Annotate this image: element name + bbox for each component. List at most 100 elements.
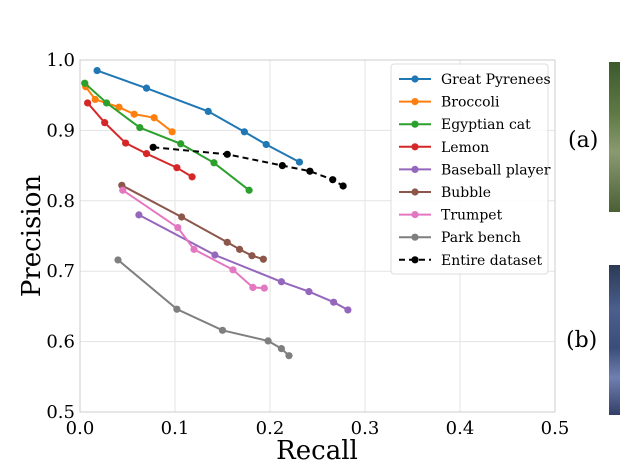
legend-label: Baseball player (441, 162, 551, 178)
data-point-trumpet (260, 284, 268, 292)
panel-label-a: (a) (568, 128, 599, 153)
data-point-lemon (173, 164, 181, 172)
y-axis-label: Precision (17, 175, 47, 297)
data-point-egyptian-cat (245, 186, 253, 194)
legend-swatch-marker (411, 165, 419, 173)
data-point-baseball-player (211, 251, 219, 259)
data-point-bubble (236, 245, 244, 253)
y-tick-label: 0.5 (46, 402, 75, 423)
thumbnail-image-b (609, 265, 620, 415)
y-tick-label: 0.7 (46, 261, 75, 282)
data-point-lemon (84, 99, 92, 107)
axis-ticks: 0.0 0.1 0.2 0.3 0.4 0.5 0.5 0.6 0.7 0.8 0.9 1.0 (46, 50, 569, 439)
data-point-egyptian-cat (136, 123, 144, 132)
data-point-egyptian-cat (103, 99, 111, 107)
legend-item-lemon: Lemon (399, 140, 489, 156)
legend-swatch-marker (411, 98, 419, 106)
data-point-baseball-player (330, 298, 338, 306)
y-tick-label: 0.8 (46, 191, 75, 212)
series-line-great-pyrenees (96, 69, 300, 163)
data-point-baseball-player (305, 288, 313, 296)
data-point-baseball-player (344, 306, 352, 314)
data-point-broccoli (168, 128, 176, 136)
legend-label: Park bench (441, 230, 521, 246)
data-point-baseball-player (277, 278, 285, 286)
series-bubble (118, 181, 267, 263)
data-point-trumpet (119, 186, 127, 194)
data-point-egyptian-cat (210, 159, 218, 167)
data-point-entire-dataset (329, 176, 337, 184)
legend-item-egyptian-cat: Egyptian cat (399, 117, 531, 133)
thumbnail-image-a (609, 62, 620, 212)
legend: Great Pyrenees Broccoli Egyptian cat Lemon B… (390, 63, 551, 275)
series-lemon (84, 99, 196, 181)
legend-swatch-marker (411, 188, 419, 196)
data-point-lemon (122, 139, 130, 147)
data-point-great-pyrenees (295, 158, 304, 166)
data-point-entire-dataset (223, 150, 231, 158)
series-egyptian-cat (81, 79, 253, 194)
data-point-bubble (223, 238, 231, 246)
legend-item-entire-dataset: Entire dataset (399, 253, 543, 269)
data-point-lemon (101, 119, 109, 127)
x-tick-label: 0.0 (66, 418, 95, 439)
legend-item-trumpet: Trumpet (399, 208, 503, 224)
series-broccoli (82, 83, 176, 136)
data-point-great-pyrenees (262, 140, 270, 149)
x-tick-label: 0.3 (351, 418, 380, 439)
series-line-entire-dataset (153, 146, 344, 187)
series-layer (81, 66, 352, 360)
data-point-bubble (259, 255, 267, 263)
data-point-great-pyrenees (240, 128, 248, 136)
legend-item-bubble: Bubble (399, 185, 491, 201)
x-tick-label: 0.5 (541, 418, 570, 439)
legend-label: Trumpet (441, 208, 503, 224)
data-point-broccoli (130, 110, 138, 118)
y-tick-label: 1.0 (46, 50, 75, 71)
data-point-bubble (248, 252, 256, 260)
legend-item-baseball-player: Baseball player (399, 162, 551, 178)
legend-swatch-marker (411, 211, 419, 219)
data-point-broccoli (115, 103, 123, 111)
legend-label: Broccoli (441, 95, 500, 111)
legend-swatch-marker (411, 75, 419, 83)
data-point-park-bench (285, 352, 293, 360)
x-tick-label: 0.2 (256, 418, 285, 439)
series-line-egyptian-cat (84, 82, 250, 191)
series-park-bench (114, 256, 293, 360)
data-point-trumpet (249, 283, 257, 291)
data-point-park-bench (114, 256, 122, 264)
data-point-entire-dataset (278, 162, 286, 170)
data-point-egyptian-cat (81, 79, 89, 87)
data-point-broccoli (150, 114, 158, 122)
x-tick-label: 0.4 (446, 418, 475, 439)
series-great-pyrenees (93, 66, 304, 166)
data-point-entire-dataset (149, 143, 157, 151)
legend-label: Bubble (441, 185, 491, 201)
series-line-baseball-player (138, 214, 349, 311)
legend-swatch-marker (411, 256, 419, 264)
data-point-park-bench (277, 345, 285, 353)
legend-item-broccoli: Broccoli (399, 95, 500, 111)
data-point-entire-dataset (339, 182, 347, 190)
x-tick-label: 0.1 (161, 418, 190, 439)
legend-swatch-marker (411, 233, 419, 241)
legend-label: Egyptian cat (441, 117, 531, 133)
data-point-bubble (178, 213, 186, 221)
y-tick-label: 0.9 (46, 120, 75, 141)
panel-label-b: (b) (566, 328, 598, 353)
series-entire-dataset (149, 143, 347, 190)
data-point-park-bench (264, 337, 272, 345)
plot-frame (79, 59, 556, 413)
legend-box (390, 63, 549, 275)
data-point-great-pyrenees (93, 66, 101, 75)
legend-swatch-marker (411, 143, 419, 151)
legend-item-park-bench: Park bench (399, 230, 521, 246)
data-point-trumpet (229, 266, 237, 274)
legend-label: Lemon (441, 140, 489, 156)
legend-item-great-pyrenees: Great Pyrenees (399, 72, 551, 88)
series-baseball-player (135, 211, 352, 314)
data-point-trumpet (174, 223, 182, 232)
data-point-egyptian-cat (177, 140, 185, 148)
